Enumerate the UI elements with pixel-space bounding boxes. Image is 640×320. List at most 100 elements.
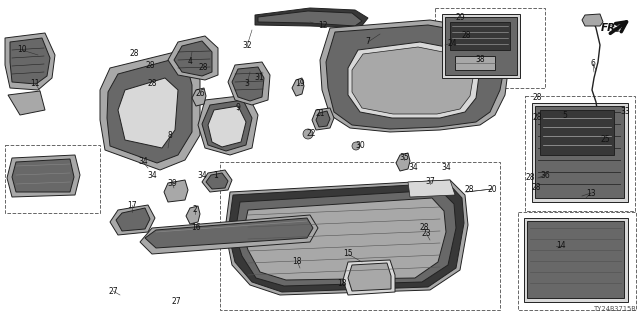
Bar (5, 145, 100, 213)
Bar (518, 212, 636, 310)
Text: 18: 18 (292, 257, 301, 266)
Polygon shape (527, 221, 624, 298)
Polygon shape (192, 88, 206, 106)
Text: 8: 8 (168, 132, 172, 140)
Text: 37: 37 (425, 177, 435, 186)
Polygon shape (540, 110, 614, 155)
Text: 28: 28 (419, 223, 429, 233)
Text: 31: 31 (254, 73, 264, 82)
Polygon shape (202, 170, 232, 192)
Text: 32: 32 (242, 42, 252, 51)
Polygon shape (100, 52, 200, 170)
Text: FR.: FR. (600, 23, 620, 33)
Text: 7: 7 (365, 37, 371, 46)
Text: 24: 24 (447, 38, 457, 47)
Text: 28: 28 (461, 31, 471, 41)
Polygon shape (532, 103, 628, 202)
Bar (435, 8, 545, 88)
Text: 17: 17 (127, 201, 137, 210)
Text: 25: 25 (600, 134, 610, 143)
Text: 28: 28 (464, 186, 474, 195)
Polygon shape (352, 47, 474, 114)
Text: 28: 28 (145, 60, 155, 69)
Text: 28: 28 (531, 183, 541, 193)
Polygon shape (235, 190, 456, 286)
Polygon shape (582, 14, 603, 26)
Text: 28: 28 (198, 63, 208, 73)
Polygon shape (292, 78, 304, 96)
Text: 36: 36 (540, 171, 550, 180)
Bar (525, 96, 635, 211)
Text: 2: 2 (193, 205, 197, 214)
Circle shape (303, 129, 313, 139)
Text: 28: 28 (532, 93, 541, 102)
Polygon shape (110, 205, 155, 235)
Polygon shape (116, 208, 150, 231)
Polygon shape (145, 218, 313, 248)
Text: 38: 38 (475, 55, 485, 65)
Polygon shape (140, 215, 318, 254)
Polygon shape (232, 67, 264, 101)
Text: 35: 35 (399, 153, 409, 162)
Polygon shape (258, 11, 362, 26)
Polygon shape (5, 33, 55, 90)
Polygon shape (396, 153, 410, 171)
Text: 27: 27 (171, 298, 181, 307)
Polygon shape (316, 111, 330, 127)
Text: 27: 27 (108, 286, 118, 295)
Text: 6: 6 (591, 60, 595, 68)
Polygon shape (228, 62, 270, 105)
Polygon shape (225, 180, 468, 295)
Text: 33: 33 (620, 107, 630, 116)
Polygon shape (174, 41, 212, 76)
Text: 15: 15 (343, 250, 353, 259)
Circle shape (352, 142, 360, 150)
Polygon shape (12, 159, 74, 192)
Polygon shape (206, 173, 228, 189)
Polygon shape (164, 180, 188, 202)
Text: 23: 23 (421, 228, 431, 237)
Text: 28: 28 (129, 50, 139, 59)
Polygon shape (255, 8, 368, 28)
Polygon shape (168, 36, 218, 80)
Text: 34: 34 (441, 164, 451, 172)
Bar (220, 162, 500, 310)
Polygon shape (348, 263, 391, 291)
Polygon shape (450, 22, 510, 50)
Polygon shape (442, 14, 520, 78)
Polygon shape (118, 78, 178, 148)
Text: 34: 34 (147, 172, 157, 180)
Polygon shape (186, 206, 200, 224)
Polygon shape (524, 218, 628, 302)
Text: 28: 28 (147, 78, 157, 87)
Text: 39: 39 (167, 179, 177, 188)
Text: 20: 20 (487, 185, 497, 194)
Polygon shape (455, 56, 495, 70)
Polygon shape (343, 260, 395, 295)
Text: 13: 13 (586, 188, 596, 197)
Text: 5: 5 (563, 110, 568, 119)
Text: 34: 34 (408, 164, 418, 172)
Text: 18: 18 (337, 279, 347, 289)
Polygon shape (208, 106, 246, 147)
Text: 11: 11 (30, 78, 40, 87)
Text: TY24B3715B: TY24B3715B (593, 306, 636, 312)
Polygon shape (326, 25, 506, 129)
Text: 10: 10 (17, 45, 27, 54)
Text: 14: 14 (556, 242, 566, 251)
Polygon shape (7, 155, 80, 197)
Text: 33: 33 (614, 25, 624, 34)
Polygon shape (202, 100, 252, 151)
Polygon shape (8, 91, 45, 115)
Polygon shape (581, 113, 604, 128)
Text: 34: 34 (138, 157, 148, 166)
Polygon shape (408, 180, 455, 197)
Polygon shape (228, 183, 464, 292)
Text: 12: 12 (318, 21, 328, 30)
Text: 34: 34 (197, 172, 207, 180)
Polygon shape (198, 95, 258, 155)
Polygon shape (10, 38, 50, 84)
Text: 28: 28 (532, 114, 541, 123)
Text: 28: 28 (525, 173, 535, 182)
Polygon shape (312, 108, 334, 130)
